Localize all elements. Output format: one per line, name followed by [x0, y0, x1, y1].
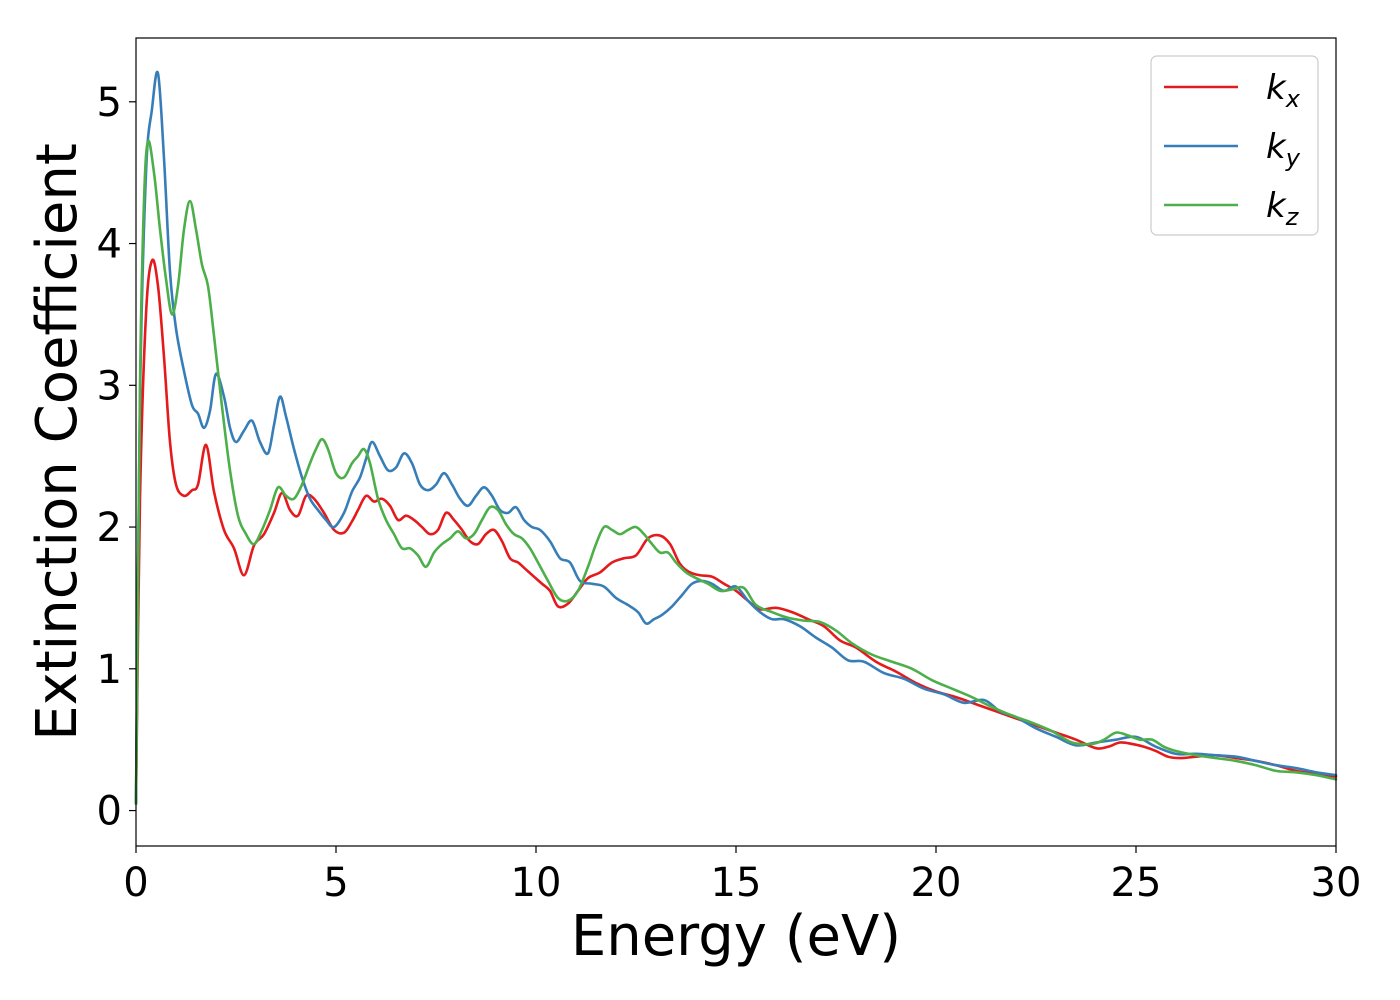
- y-tick-label: 2: [97, 505, 122, 551]
- y-tick-label: 3: [97, 363, 122, 409]
- x-axis: 0 5 10 15 20 25 30: [123, 846, 1361, 906]
- x-tick-label: 5: [323, 860, 348, 906]
- y-tick-label: 5: [97, 80, 122, 126]
- x-tick-label: 0: [123, 860, 148, 906]
- y-axis: 0 1 2 3 4 5: [97, 80, 136, 835]
- x-axis-title: Energy (eV): [571, 904, 901, 969]
- x-tick-label: 20: [911, 860, 962, 906]
- x-tick-label: 30: [1311, 860, 1362, 906]
- legend: kx ky kz: [1150, 55, 1319, 236]
- y-tick-label: 1: [97, 647, 122, 693]
- y-axis-title: Extinction Coefficient: [25, 143, 90, 741]
- series-line-kz: [134, 139, 1338, 805]
- x-tick-label: 10: [511, 860, 562, 906]
- legend-label-ky: ky: [1266, 127, 1301, 172]
- legend-label-kz: kz: [1266, 186, 1300, 231]
- x-tick-label: 25: [1111, 860, 1162, 906]
- x-tick-label: 15: [711, 860, 762, 906]
- legend-label-kx: kx: [1266, 68, 1301, 113]
- series-lines: [134, 70, 1338, 805]
- y-tick-label: 0: [97, 789, 122, 835]
- y-tick-label: 4: [97, 222, 122, 268]
